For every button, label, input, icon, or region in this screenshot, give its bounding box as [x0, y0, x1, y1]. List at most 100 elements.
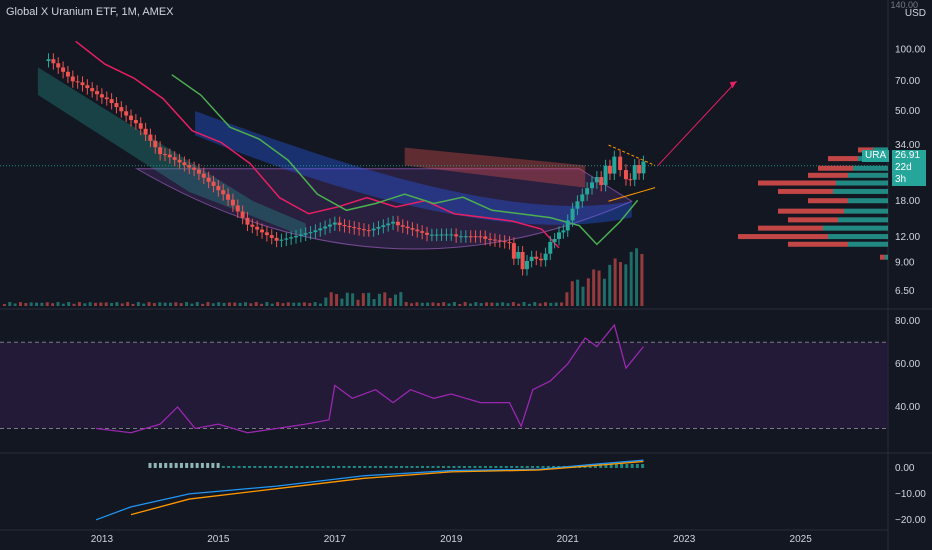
candle-body [313, 230, 318, 233]
candle-body [95, 91, 100, 95]
macd-histogram-bar [593, 465, 597, 468]
volume-bar [393, 294, 397, 306]
volume-profile-sell [778, 208, 844, 214]
macd-histogram-bar [211, 462, 215, 468]
volume-bar [452, 302, 456, 306]
volume-bar [447, 303, 451, 306]
macd-histogram-bar [289, 465, 293, 468]
time-tick-label: 2019 [440, 534, 463, 545]
volume-bar [243, 302, 247, 306]
candle-body [612, 156, 617, 174]
macd-histogram-bar [462, 465, 466, 468]
macd-histogram-bar [394, 465, 398, 468]
volume-bar [217, 302, 221, 306]
time-tick-label: 2025 [790, 534, 813, 545]
volume-bar [511, 302, 515, 306]
macd-histogram-bar [326, 465, 330, 468]
volume-bar [356, 299, 360, 306]
macd-histogram-bar [347, 465, 351, 468]
macd-histogram-bar [284, 465, 288, 468]
volume-bar [474, 302, 478, 306]
volume-bar [201, 303, 205, 306]
candle-body [594, 177, 599, 183]
macd-histogram-bar [148, 462, 152, 468]
volume-bar [404, 302, 408, 306]
volume-bar [147, 302, 151, 306]
macd-histogram-bar [237, 465, 241, 468]
candle-body [158, 147, 163, 155]
candle-body [61, 67, 66, 72]
candle-body [332, 222, 337, 225]
volume-profile-buy [853, 165, 888, 171]
candle-body [529, 256, 534, 261]
volume-bar [602, 278, 606, 306]
volume-bar [93, 302, 97, 306]
volume-profile-buy [848, 198, 888, 204]
candle-body [524, 260, 529, 270]
candle-body [255, 226, 260, 230]
volume-bar [527, 303, 531, 306]
volume-bar [426, 302, 430, 306]
price-tick-label: 100.00 [895, 45, 926, 56]
macd-signal-line [130, 460, 644, 516]
moving-average-pink [75, 40, 560, 249]
volume-bar [158, 302, 162, 306]
volume-bar [179, 303, 183, 306]
macd-histogram-bar [552, 465, 556, 468]
volume-bar [340, 298, 344, 306]
candle-body [454, 234, 459, 237]
macd-histogram-bar [520, 465, 524, 468]
macd-histogram-bar [588, 465, 592, 468]
candle-body [468, 236, 473, 238]
macd-line [95, 459, 644, 521]
volume-bar [388, 297, 392, 306]
candle-body [599, 177, 604, 185]
volume-bar [222, 302, 226, 306]
candle-body [637, 165, 642, 174]
volume-bar [308, 303, 312, 306]
volume-bar [83, 303, 87, 306]
macd-histogram-bar [164, 462, 168, 468]
candle-body [153, 140, 158, 148]
volume-bar [13, 303, 17, 306]
macd-histogram-bar [305, 465, 309, 468]
volume-profile-sell [788, 217, 838, 223]
volume-bar [485, 302, 489, 306]
volume-bar [120, 303, 124, 306]
volume-bar [329, 292, 333, 306]
price-tick-label: 34.00 [895, 140, 920, 151]
price-tick-label: 18.00 [895, 196, 920, 207]
volume-bar [501, 302, 505, 306]
candle-body [303, 233, 308, 235]
volume-bar [468, 303, 472, 306]
wedge-bottom-line [608, 187, 656, 202]
candle-body [318, 228, 323, 231]
candle-body [632, 165, 637, 180]
candle-body [104, 97, 109, 100]
price-tick-label: 12.00 [895, 232, 920, 243]
volume-bar [238, 302, 242, 306]
candle-body [143, 128, 148, 135]
symbol-badge: URA [862, 150, 890, 162]
macd-histogram-bar [300, 465, 304, 468]
candle-body [201, 173, 206, 178]
volume-bar [324, 297, 328, 306]
volume-bar [206, 302, 210, 306]
candle-body [502, 241, 507, 243]
macd-histogram-bar [536, 465, 540, 468]
wedge-top-line [608, 144, 656, 166]
volume-bar [195, 302, 199, 306]
volume-bar [297, 302, 301, 306]
macd-histogram-bar [331, 465, 335, 468]
volume-bar [458, 303, 462, 306]
volume-bar [490, 302, 494, 306]
candle-body [603, 165, 608, 185]
macd-histogram-bar [436, 465, 440, 468]
macd-histogram-bar [274, 465, 278, 468]
candle-body [308, 232, 313, 234]
chart-title: Global X Uranium ETF, 1M, AMEX [6, 6, 174, 18]
rsi-band [0, 342, 888, 429]
candle-body [623, 170, 628, 180]
macd-histogram-bar [379, 465, 383, 468]
